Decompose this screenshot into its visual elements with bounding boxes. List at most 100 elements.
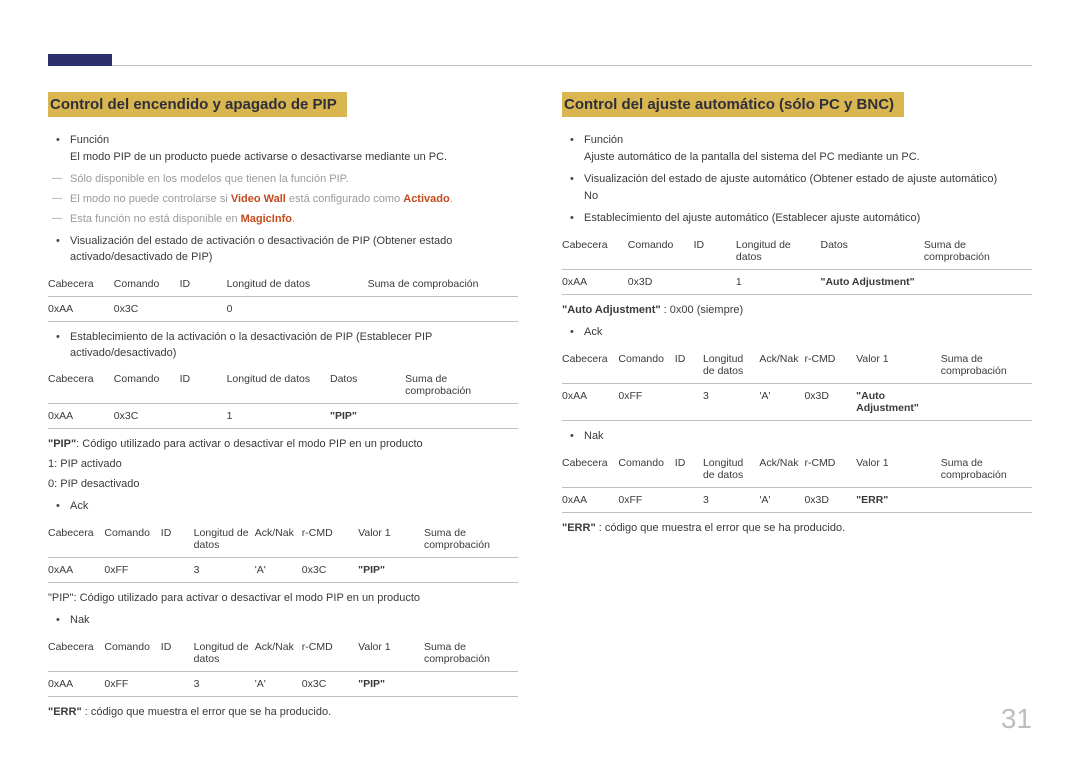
pip-off: 0: PIP desactivado: [48, 477, 518, 493]
bullet-ack: Ack: [48, 499, 518, 515]
th: Longitud de datos: [227, 272, 368, 297]
td: 3: [194, 672, 255, 697]
pip-code-desc-2: "PIP": Código utilizado para activar o d…: [48, 591, 518, 607]
th: Comando: [618, 347, 674, 384]
th: r-CMD: [804, 347, 856, 384]
th: Suma de comprobación: [924, 233, 1032, 270]
th: r-CMD: [804, 451, 856, 488]
pip-on: 1: PIP activado: [48, 457, 518, 473]
th: Suma de comprobación: [424, 635, 518, 672]
th: ID: [161, 635, 194, 672]
th: Cabecera: [562, 347, 618, 384]
td: "PIP": [358, 672, 424, 697]
t: está configurado como: [286, 193, 403, 205]
header-rule: [48, 50, 1032, 66]
t: .: [450, 193, 453, 205]
td: 0xAA: [562, 269, 628, 294]
th: ID: [675, 347, 703, 384]
table-set-pip: Cabecera Comando ID Longitud de datos Da…: [48, 367, 518, 429]
t: "Auto Adjustment": [562, 304, 661, 316]
td: 0xAA: [48, 672, 104, 697]
th: Comando: [104, 521, 160, 558]
bullet-nak: Nak: [48, 613, 518, 629]
td: [424, 672, 518, 697]
table-ack-auto: Cabecera Comando ID Longitud de datos Ac…: [562, 347, 1032, 421]
th: Longitud de datos: [736, 233, 821, 270]
th: Suma de comprobación: [405, 367, 518, 404]
th: Cabecera: [48, 521, 104, 558]
pip-code-desc: "PIP": Código utilizado para activar o d…: [48, 437, 518, 453]
t: : código que muestra el error que se ha …: [82, 706, 331, 718]
t: : Código utilizado para activar o desact…: [76, 438, 423, 450]
td: 0x3D: [804, 487, 856, 512]
th: Comando: [114, 272, 180, 297]
th: Valor 1: [358, 635, 424, 672]
td: 0xFF: [618, 383, 674, 420]
table-nak-auto: Cabecera Comando ID Longitud de datos Ac…: [562, 451, 1032, 513]
td: [180, 296, 227, 321]
err-desc: "ERR" : código que muestra el error que …: [48, 705, 518, 721]
td: [924, 269, 1032, 294]
two-column-layout: Control del encendido y apagado de PIP F…: [48, 92, 1032, 725]
label: Función: [70, 134, 109, 146]
th: Suma de comprobación: [368, 272, 518, 297]
th: ID: [675, 451, 703, 488]
td: [368, 296, 518, 321]
bullet-nak-r: Nak: [562, 429, 1032, 445]
t: : 0x00 (siempre): [661, 304, 744, 316]
th: r-CMD: [302, 521, 358, 558]
right-column: Control del ajuste automático (sólo PC y…: [562, 92, 1032, 725]
td: [675, 383, 703, 420]
td: 0: [227, 296, 368, 321]
th: Ack/Nak: [255, 521, 302, 558]
auto-always: "Auto Adjustment" : 0x00 (siempre): [562, 303, 1032, 319]
th: Longitud de datos: [194, 521, 255, 558]
td: 'A': [759, 383, 804, 420]
td: 0xAA: [48, 558, 104, 583]
left-column: Control del encendido y apagado de PIP F…: [48, 92, 518, 725]
td: 0xFF: [618, 487, 674, 512]
td: [161, 558, 194, 583]
bullet-set-pip: Establecimiento de la activación o la de…: [48, 330, 518, 362]
th: Valor 1: [856, 451, 941, 488]
td: 0xAA: [562, 487, 618, 512]
td: 0x3C: [114, 296, 180, 321]
th: Valor 1: [358, 521, 424, 558]
note-models: Sólo disponible en los modelos que tiene…: [48, 172, 518, 188]
td: 0x3D: [804, 383, 856, 420]
t: .: [292, 213, 295, 225]
heading-auto: Control del ajuste automático (sólo PC y…: [562, 92, 904, 117]
td: 0x3C: [302, 672, 358, 697]
td: 3: [194, 558, 255, 583]
no: No: [584, 189, 1032, 205]
t: Video Wall: [231, 193, 286, 205]
table-ack-pip: Cabecera Comando ID Longitud de datos Ac…: [48, 521, 518, 583]
funcion-desc: El modo PIP de un producto puede activar…: [70, 150, 518, 166]
td: "PIP": [358, 558, 424, 583]
td: 0xFF: [104, 672, 160, 697]
th: Longitud de datos: [703, 347, 759, 384]
th: Suma de comprobación: [941, 451, 1032, 488]
bullet-funcion: Función El modo PIP de un producto puede…: [48, 133, 518, 166]
th: Cabecera: [48, 635, 104, 672]
heading-pip: Control del encendido y apagado de PIP: [48, 92, 347, 117]
funcion-desc-r: Ajuste automático de la pantalla del sis…: [584, 150, 1032, 166]
th: Ack/Nak: [759, 451, 804, 488]
note-magicinfo: Esta función no está disponible en Magic…: [48, 212, 518, 228]
td: [675, 487, 703, 512]
th: Ack/Nak: [759, 347, 804, 384]
th: Comando: [104, 635, 160, 672]
th: Datos: [330, 367, 405, 404]
th: Comando: [618, 451, 674, 488]
td: [161, 672, 194, 697]
th: Datos: [820, 233, 923, 270]
td: 1: [227, 404, 330, 429]
note-videowall: El modo no puede controlarse si Video Wa…: [48, 192, 518, 208]
td: 0xAA: [48, 404, 114, 429]
td: 'A': [255, 558, 302, 583]
td: [694, 269, 736, 294]
th: Suma de comprobación: [941, 347, 1032, 384]
t: Visualización del estado de ajuste autom…: [584, 173, 997, 185]
th: Longitud de datos: [194, 635, 255, 672]
t: "PIP": [48, 438, 76, 450]
